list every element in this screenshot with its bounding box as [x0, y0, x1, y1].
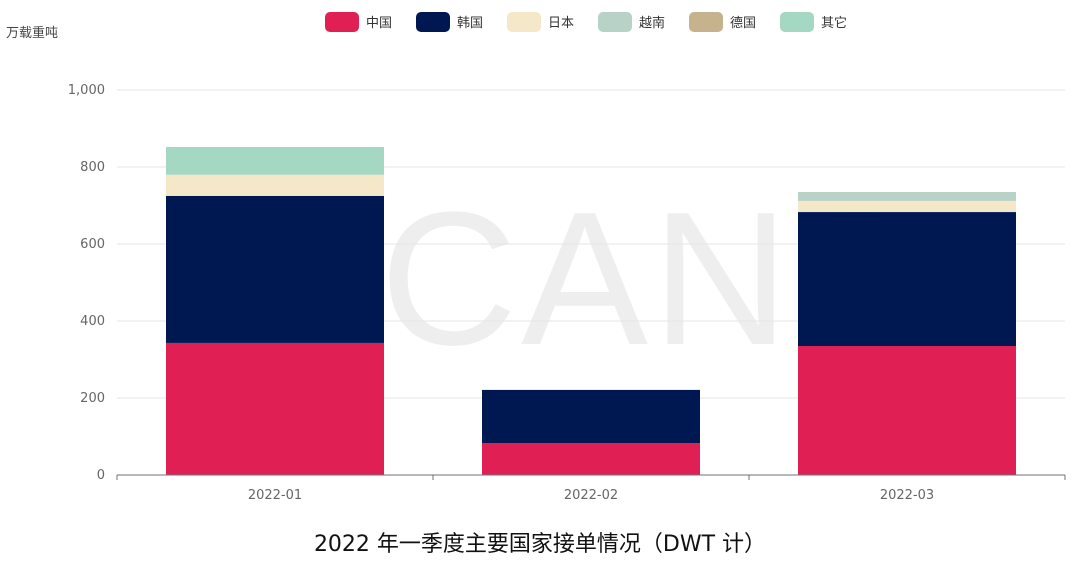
legend-swatch	[598, 12, 632, 32]
legend-item-5: 其它	[780, 12, 847, 32]
bar-2022-03-series-3	[798, 192, 1016, 201]
y-tick-label: 800	[80, 160, 105, 175]
legend-label: 德国	[730, 16, 756, 31]
legend-item-2: 日本	[507, 12, 574, 32]
y-tick-label: 1,000	[68, 83, 105, 98]
legend-swatch	[780, 12, 814, 32]
bar-2022-03-series-1	[798, 212, 1016, 347]
y-tick-label: 0	[97, 468, 105, 483]
bar-2022-03-series-2	[798, 200, 1016, 213]
legend-swatch	[507, 12, 541, 32]
legend-item-4: 德国	[689, 12, 756, 32]
y-tick-label: 200	[80, 391, 105, 406]
chart-title: 2022 年一季度主要国家接单情况（DWT 计）	[313, 532, 767, 557]
bar-2022-01-series-2	[166, 174, 384, 196]
bar-2022-03-series-0	[798, 346, 1016, 475]
y-axis-label: 万载重吨	[6, 26, 59, 41]
bar-2022-02-series-0	[482, 443, 700, 475]
legend-label: 日本	[548, 16, 574, 31]
legend-item-1: 韩国	[416, 12, 483, 32]
bar-2022-01-series-0	[166, 342, 384, 475]
legend-label: 其它	[821, 15, 847, 31]
x-tick-label: 2022-02	[564, 488, 618, 503]
legend-label: 韩国	[457, 16, 483, 31]
x-tick-label: 2022-03	[880, 488, 934, 503]
legend-swatch	[689, 12, 723, 32]
x-tick-label: 2022-01	[248, 488, 302, 503]
legend-item-0: 中国	[325, 12, 392, 32]
legend-swatch	[416, 12, 450, 32]
bar-2022-01-series-1	[166, 195, 384, 343]
legend-swatch	[325, 12, 359, 32]
legend-item-3: 越南	[598, 12, 665, 32]
bar-2022-01-series-5	[166, 146, 384, 175]
bar-2022-02-series-1	[482, 389, 700, 444]
legend-label: 越南	[639, 15, 665, 31]
legend-label: 中国	[366, 16, 392, 31]
y-tick-label: 600	[80, 237, 105, 252]
chart-svg: 0 200 400 600 800 1,000 2022-01 2022-02 2022-03 中…	[68, 12, 1066, 503]
y-tick-label: 400	[80, 314, 105, 329]
